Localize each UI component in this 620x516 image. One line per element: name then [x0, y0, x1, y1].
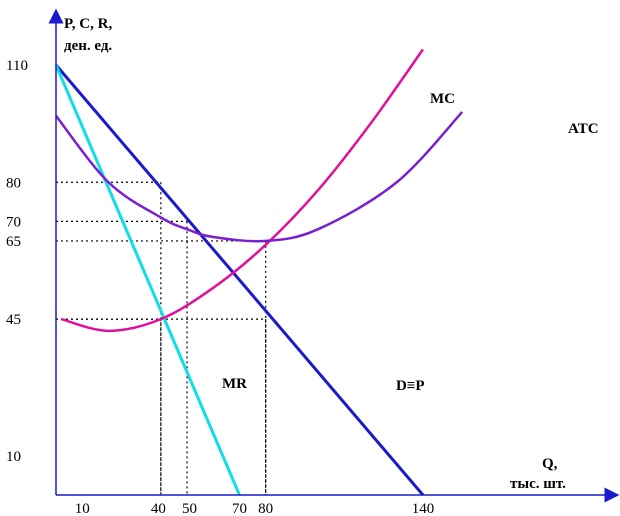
x-axis-label-line1: Q, [542, 456, 558, 472]
y-tick-110: 110 [6, 58, 28, 74]
x-tick-70: 70 [232, 501, 247, 516]
x-tick-40: 40 [151, 501, 166, 516]
y-axis-label-line1: P, C, R, [64, 16, 112, 32]
label-mr: MR [222, 376, 247, 392]
series-group [54, 48, 464, 496]
x-tick-50: 50 [182, 501, 197, 516]
y-tick-70: 70 [6, 214, 21, 230]
label-atc: ATC [568, 121, 599, 137]
y-tick-45: 45 [6, 312, 21, 328]
y-axis-label-line2: ден. ед. [64, 38, 112, 54]
label-mc: MC [430, 91, 455, 107]
x-axis-label-line2: тыс. шт. [510, 476, 566, 492]
series-labels: D≡P MR MC ATC [222, 91, 599, 394]
y-tick-80: 80 [6, 175, 21, 191]
series-dp-curve [54, 64, 425, 496]
y-tick-65: 65 [6, 234, 21, 250]
x-tick-140: 140 [412, 501, 435, 516]
label-dp: D≡P [396, 378, 425, 394]
guide-lines [56, 181, 267, 495]
series-mc-curve [60, 48, 424, 333]
series-mr-curve [54, 64, 241, 496]
x-tick-80: 80 [258, 501, 273, 516]
y-tick-10: 10 [6, 449, 21, 465]
x-tick-10: 10 [75, 501, 90, 516]
series-atc-curve [55, 111, 464, 243]
tick-labels: 110 80 70 65 45 10 10 40 50 70 80 140 [6, 58, 434, 516]
